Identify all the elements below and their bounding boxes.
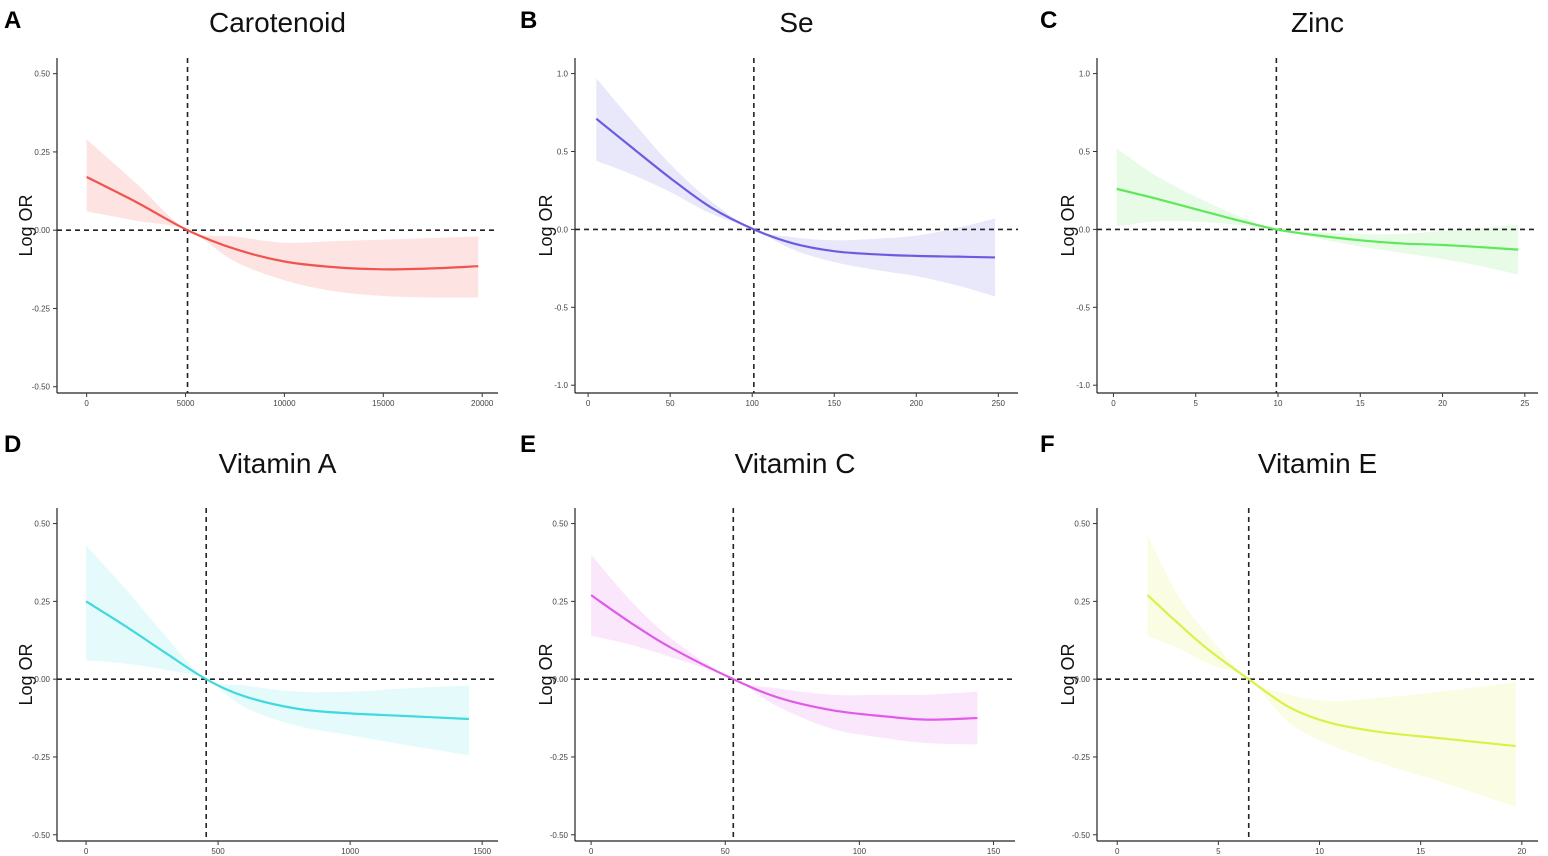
panel-title-d: Vitamin A: [219, 448, 337, 479]
y-tick-label-e: -0.25: [550, 753, 569, 762]
x-tick-label-c: 5: [1194, 399, 1199, 408]
panel-f: F Vitamin E Log OR -0.50 -0.25 0.00 0.25 0.50 0 5…: [1040, 431, 1538, 856]
y-tick-label-d: 0.25: [34, 597, 50, 606]
panel-title-a: Carotenoid: [209, 7, 346, 38]
y-tick-label-a: -0.50: [32, 383, 51, 392]
y-axis-label-e: Log OR: [536, 643, 556, 705]
panel-letter-d: D: [4, 431, 21, 458]
y-axis-label-a: Log OR: [16, 194, 36, 256]
x-tick-label-b: 250: [992, 399, 1006, 408]
y-tick-label-c: 0.0: [1079, 225, 1091, 234]
y-tick-label-b: 1.0: [557, 70, 569, 79]
x-tick-label-a: 20000: [471, 399, 494, 408]
x-tick-label-b: 200: [910, 399, 924, 408]
x-tick-label-b: 150: [828, 399, 842, 408]
y-tick-label-b: -0.5: [554, 303, 568, 312]
y-tick-label-f: 0.25: [1074, 597, 1090, 606]
y-tick-label-d: 0.50: [34, 520, 50, 529]
panel-c: C Zinc Log OR -1.0 -0.5 0.0 0.5 1.0 0 5 10 15 20 25: [1040, 7, 1538, 408]
confidence-band-a: [86, 139, 479, 298]
panel-letter-e: E: [520, 431, 536, 458]
x-tick-label-a: 15000: [372, 399, 395, 408]
y-tick-label-f: -0.50: [1072, 831, 1091, 840]
y-tick-label-a: -0.25: [32, 304, 51, 313]
y-axis-label-c: Log OR: [1058, 194, 1078, 256]
confidence-band-d: [86, 545, 469, 756]
y-tick-label-e: 0.00: [552, 675, 568, 684]
y-tick-label-d: -0.25: [32, 753, 51, 762]
spline-curve-d: [85, 600, 470, 721]
y-tick-label-f: 0.00: [1074, 675, 1090, 684]
x-tick-label-e: 0: [589, 847, 594, 856]
x-tick-label-b: 100: [746, 399, 760, 408]
panel-letter-c: C: [1040, 7, 1057, 34]
panel-letter-b: B: [520, 7, 537, 34]
confidence-band-b: [596, 78, 996, 297]
panel-title-f: Vitamin E: [1258, 448, 1377, 479]
confidence-band-e: [591, 554, 978, 745]
confidence-band-c: [1116, 148, 1519, 275]
confidence-band-f: [1147, 536, 1516, 807]
x-tick-label-a: 0: [84, 399, 89, 408]
spline-curve-e: [590, 594, 978, 721]
x-tick-label-c: 15: [1356, 399, 1365, 408]
panel-title-e: Vitamin C: [735, 448, 856, 479]
x-tick-label-c: 0: [1111, 399, 1116, 408]
x-tick-label-e: 50: [721, 847, 730, 856]
panel-b: B Se Log OR -1.0 -0.5 0.0 0.5 1.0 0 50 100 150 200 25…: [520, 7, 1018, 408]
x-tick-label-c: 25: [1520, 399, 1529, 408]
y-tick-label-a: 0.50: [34, 70, 50, 79]
y-tick-label-b: 0.5: [557, 147, 569, 156]
x-tick-label-e: 150: [987, 847, 1001, 856]
spline-curve-f: [1146, 594, 1516, 748]
x-tick-label-c: 20: [1438, 399, 1447, 408]
y-tick-label-d: 0.00: [34, 675, 50, 684]
panel-title-b: Se: [779, 7, 813, 38]
y-tick-label-a: 0.00: [34, 226, 50, 235]
panel-title-c: Zinc: [1291, 7, 1344, 38]
x-tick-label-e: 100: [853, 847, 867, 856]
x-tick-label-a: 5000: [177, 399, 195, 408]
y-tick-label-f: -0.25: [1072, 753, 1091, 762]
panel-d: D Vitamin A Log OR -0.50 -0.25 0.00 0.25 0.50 0 5…: [4, 431, 498, 856]
spline-curve-c: [1116, 187, 1519, 251]
y-tick-label-c: 0.5: [1079, 147, 1091, 156]
panel-letter-f: F: [1040, 431, 1055, 458]
x-tick-label-f: 15: [1416, 847, 1425, 856]
y-tick-label-e: 0.25: [552, 597, 568, 606]
y-axis-label-f: Log OR: [1058, 643, 1078, 705]
panel-a: A Carotenoid Log OR -0.50 -0.25 0.00 0.25 0.50 0…: [4, 7, 498, 408]
y-tick-label-f: 0.50: [1074, 520, 1090, 529]
x-tick-label-f: 20: [1517, 847, 1526, 856]
y-tick-label-e: 0.50: [552, 520, 568, 529]
x-tick-label-b: 50: [666, 399, 675, 408]
spline-curve-a: [86, 175, 479, 271]
y-tick-label-b: 0.0: [557, 225, 569, 234]
x-tick-label-b: 0: [586, 399, 591, 408]
y-tick-label-b: -1.0: [554, 381, 568, 390]
x-tick-label-f: 5: [1216, 847, 1221, 856]
spline-curve-b: [595, 117, 996, 259]
x-tick-label-c: 10: [1274, 399, 1283, 408]
x-tick-label-d: 500: [211, 847, 225, 856]
x-tick-label-d: 1000: [341, 847, 359, 856]
y-tick-label-c: -1.0: [1076, 381, 1090, 390]
y-tick-label-d: -0.50: [32, 831, 51, 840]
panel-e: E Vitamin C Log OR -0.50 -0.25 0.00 0.25 0.50 0 5…: [520, 431, 1015, 856]
y-axis-label-b: Log OR: [536, 194, 556, 256]
x-tick-label-d: 1500: [473, 847, 491, 856]
x-tick-label-d: 0: [84, 847, 89, 856]
x-tick-label-a: 10000: [273, 399, 296, 408]
panel-letter-a: A: [4, 7, 21, 34]
x-tick-label-f: 0: [1115, 847, 1120, 856]
y-tick-label-e: -0.50: [550, 831, 569, 840]
y-tick-label-c: -0.5: [1076, 303, 1090, 312]
y-axis-label-d: Log OR: [16, 643, 36, 705]
x-tick-label-f: 10: [1315, 847, 1324, 856]
y-tick-label-c: 1.0: [1079, 70, 1091, 79]
y-tick-label-a: 0.25: [34, 148, 50, 157]
